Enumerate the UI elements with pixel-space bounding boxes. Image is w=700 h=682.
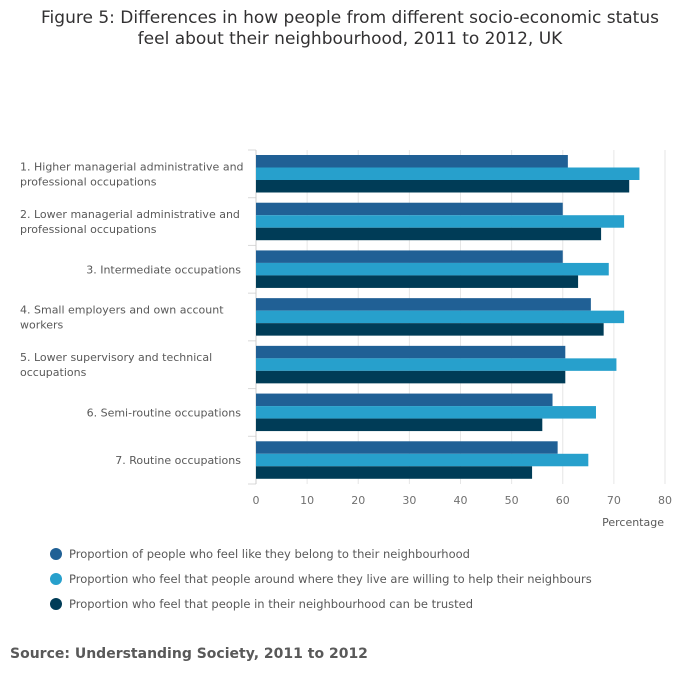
bar-series-3-cat-5 xyxy=(256,370,566,384)
category-label-3-line-1: 3. Intermediate occupations xyxy=(86,263,241,276)
chart-title-line-1: Figure 5: Differences in how people from… xyxy=(41,8,659,28)
bar-series-2-cat-1 xyxy=(256,167,640,180)
bar-series-2-cat-5 xyxy=(256,358,617,371)
category-label-7: 7. Routine occupations xyxy=(115,454,241,467)
category-label-4-line-1: 4. Small employers and own account xyxy=(20,304,224,317)
x-tick-label-70: 70 xyxy=(607,494,621,507)
bar-series-3-cat-4 xyxy=(256,323,604,336)
bar-series-3-cat-7 xyxy=(256,466,533,479)
bar-series-2-cat-7 xyxy=(256,453,589,467)
source-note: Source: Understanding Society, 2011 to 2… xyxy=(10,646,368,662)
bar-series-3-cat-2 xyxy=(256,227,602,241)
legend-item-belong: Proportion of people who feel like they … xyxy=(50,541,592,566)
legend-item-help: Proportion who feel that people around w… xyxy=(50,566,592,591)
x-tick-label-30: 30 xyxy=(402,494,416,507)
category-label-7-line-1: 7. Routine occupations xyxy=(115,454,241,467)
bar-series-3-cat-1 xyxy=(256,180,630,193)
x-axis-title: Percentage xyxy=(602,516,664,529)
category-label-5: 5. Lower supervisory and technical occupa… xyxy=(20,351,212,379)
legend-item-trusted: Proportion who feel that people in their… xyxy=(50,591,592,616)
category-label-1-line-2: professional occupations xyxy=(20,175,157,188)
legend-swatch-trusted xyxy=(50,597,62,610)
bar-series-1-cat-5 xyxy=(256,345,566,359)
bar-series-1-cat-3 xyxy=(256,250,563,263)
bar-series-1-cat-7 xyxy=(256,441,558,454)
chart-title-line-2: feel about their neighbourhood, 2011 to … xyxy=(137,29,563,49)
bar-series-2-cat-3 xyxy=(256,262,609,276)
bar-series-1-cat-4 xyxy=(256,298,591,311)
bar-series-1-cat-6 xyxy=(256,393,553,407)
bar-series-1-cat-1 xyxy=(256,155,568,168)
category-label-2: 2. Lower managerial administrative and pr… xyxy=(20,208,240,236)
category-label-6-line-1: 6. Semi-routine occupations xyxy=(87,406,242,419)
bar-series-3-cat-3 xyxy=(256,275,579,288)
category-label-5-line-1: 5. Lower supervisory and technical xyxy=(20,351,212,364)
category-label-2-line-2: professional occupations xyxy=(20,223,157,236)
category-label-1-line-1: 1. Higher managerial administrative and xyxy=(20,160,244,173)
category-label-3: 3. Intermediate occupations xyxy=(86,263,241,276)
legend-label-belong: Proportion of people who feel like they … xyxy=(69,546,470,561)
legend: Proportion of people who feel like they … xyxy=(50,541,592,616)
category-label-2-line-1: 2. Lower managerial administrative and xyxy=(20,208,240,221)
bar-series-2-cat-4 xyxy=(256,310,625,324)
x-tick-label-80: 80 xyxy=(658,494,672,507)
x-tick-label-20: 20 xyxy=(351,494,365,507)
category-label-1: 1. Higher managerial administrative and p… xyxy=(20,160,244,188)
legend-label-trusted: Proportion who feel that people in their… xyxy=(69,596,474,611)
legend-label-help: Proportion who feel that people around w… xyxy=(69,571,592,586)
bar-series-2-cat-6 xyxy=(256,406,596,419)
legend-swatch-help xyxy=(50,572,62,585)
category-label-6: 6. Semi-routine occupations xyxy=(87,406,242,419)
x-tick-label-40: 40 xyxy=(454,494,468,507)
x-tick-label-0: 0 xyxy=(253,494,260,507)
x-tick-label-10: 10 xyxy=(300,494,314,507)
bar-series-2-cat-2 xyxy=(256,215,625,228)
category-label-4-line-2: workers xyxy=(20,319,64,332)
chart-title: Figure 5: Differences in how people from… xyxy=(0,8,700,50)
category-label-5-line-2: occupations xyxy=(20,366,87,379)
category-label-4: 4. Small employers and own account worker… xyxy=(20,304,224,332)
bar-series-1-cat-2 xyxy=(256,202,563,216)
bar-series-3-cat-6 xyxy=(256,418,543,432)
x-tick-label-50: 50 xyxy=(505,494,519,507)
x-tick-label-60: 60 xyxy=(556,494,570,507)
legend-swatch-belong xyxy=(50,547,62,560)
